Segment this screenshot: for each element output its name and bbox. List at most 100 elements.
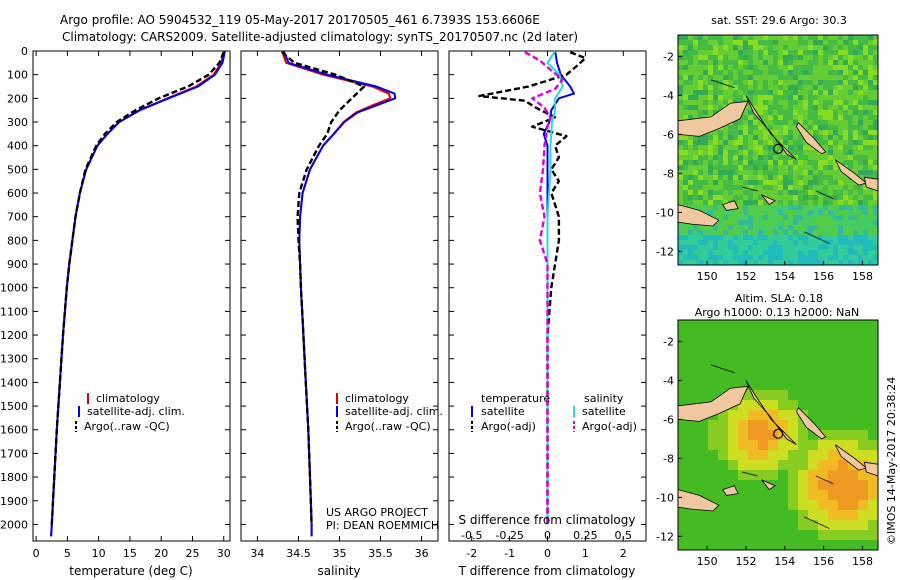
- map-cell: [718, 350, 728, 360]
- map-cell: [698, 105, 703, 110]
- map-cell: [678, 430, 688, 440]
- map-cell: [803, 100, 808, 105]
- imos-watermark: ©IMOS 14-May-2017 20:38:24: [885, 377, 898, 545]
- map-cell: [718, 240, 723, 245]
- map-cell: [688, 340, 698, 350]
- map-cell: [738, 370, 748, 380]
- map-cell: [798, 520, 808, 530]
- map-cell: [688, 55, 693, 60]
- map-cell: [788, 245, 793, 250]
- map-cell: [848, 85, 853, 90]
- map-cell: [828, 480, 838, 490]
- map-cell: [798, 420, 808, 430]
- map-cell: [748, 440, 758, 450]
- map-cell: [683, 155, 688, 160]
- map-cell: [688, 205, 693, 210]
- map-cell: [718, 105, 723, 110]
- map-cell: [853, 205, 858, 210]
- map-cell: [743, 125, 748, 130]
- map-cell: [698, 380, 708, 390]
- map-cell: [868, 100, 873, 105]
- map-cell: [763, 175, 768, 180]
- map-cell: [803, 35, 808, 40]
- map-cell: [738, 330, 748, 340]
- map-cell: [783, 95, 788, 100]
- map-cell: [828, 80, 833, 85]
- map-cell: [768, 400, 778, 410]
- map-cell: [828, 150, 833, 155]
- map-cell: [763, 130, 768, 135]
- map-cell: [708, 70, 713, 75]
- map-cell: [713, 105, 718, 110]
- map-cell: [823, 150, 828, 155]
- map-cell: [693, 60, 698, 65]
- map-cell: [708, 430, 718, 440]
- map-cell: [678, 520, 688, 530]
- map-cell: [868, 430, 878, 440]
- map-cell: [728, 215, 733, 220]
- map-cell: [688, 510, 698, 520]
- map-cell: [848, 360, 858, 370]
- map-cell: [698, 90, 703, 95]
- map-cell: [733, 140, 738, 145]
- map-cell: [738, 220, 743, 225]
- map-cell: [748, 70, 753, 75]
- map-cell: [773, 200, 778, 205]
- map-cell: [778, 440, 788, 450]
- map-cell: [688, 100, 693, 105]
- map-cell: [818, 240, 823, 245]
- map-cell: [798, 510, 808, 520]
- map-cell: [768, 140, 773, 145]
- map-cell: [808, 245, 813, 250]
- map-cell: [773, 165, 778, 170]
- map-cell: [778, 235, 783, 240]
- map-cell: [768, 255, 773, 260]
- map-cell: [733, 220, 738, 225]
- map-cell: [688, 185, 693, 190]
- map-cell: [698, 360, 708, 370]
- map-cell: [818, 420, 828, 430]
- map-cell: [833, 200, 838, 205]
- map-cell: [708, 480, 718, 490]
- x-tick-label: 36: [415, 547, 429, 560]
- map-cell: [828, 175, 833, 180]
- map-cell: [718, 450, 728, 460]
- map-cell: [678, 185, 683, 190]
- map-cell: [683, 80, 688, 85]
- map-cell: [723, 235, 728, 240]
- map-cell: [863, 235, 868, 240]
- map-cell: [708, 205, 713, 210]
- map-cell: [738, 150, 743, 155]
- map-cell: [733, 180, 738, 185]
- map-cell: [778, 420, 788, 430]
- map-cell: [698, 35, 703, 40]
- map-cell: [853, 185, 858, 190]
- map-cell: [748, 350, 758, 360]
- map-cell: [853, 260, 858, 265]
- map-cell: [808, 80, 813, 85]
- map-cell: [858, 370, 868, 380]
- map-cell: [683, 40, 688, 45]
- map-cell: [728, 95, 733, 100]
- map-cell: [848, 150, 853, 155]
- map-cell: [798, 360, 808, 370]
- map-cell: [863, 115, 868, 120]
- map-cell: [703, 185, 708, 190]
- map-cell: [703, 95, 708, 100]
- series-satellite-adj-clim-: [282, 51, 397, 537]
- map-cell: [688, 175, 693, 180]
- map-cell: [828, 45, 833, 50]
- map-cell: [683, 100, 688, 105]
- map-cell: [763, 80, 768, 85]
- map-cell: [843, 150, 848, 155]
- map-cell: [868, 330, 878, 340]
- map-cell: [808, 380, 818, 390]
- map-cell: [778, 220, 783, 225]
- map-cell: [678, 45, 683, 50]
- map-cell: [738, 50, 743, 55]
- map-cell: [758, 105, 763, 110]
- map-cell: [688, 190, 693, 195]
- map-cell: [688, 35, 693, 40]
- map-cell: [698, 320, 708, 330]
- map-cell: [703, 135, 708, 140]
